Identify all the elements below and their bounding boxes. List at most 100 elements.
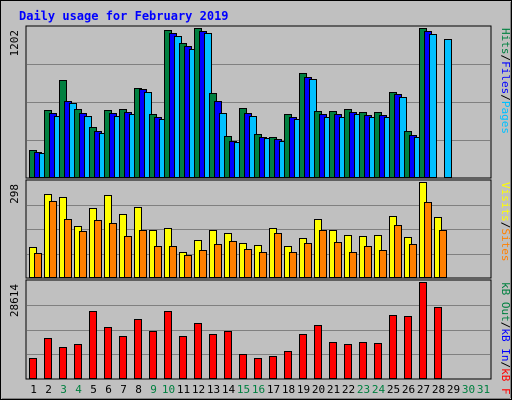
bar-sites-day-23	[364, 246, 372, 278]
x-tick-label: 2	[45, 383, 52, 396]
bar-kb-f-day-21	[329, 342, 337, 379]
x-tick-label: 21	[327, 383, 340, 396]
bar-sites-day-27	[424, 202, 432, 278]
bar-kb-f-day-9	[149, 331, 157, 379]
bar-sites-day-18	[289, 252, 297, 278]
bar-sites-day-12	[199, 250, 207, 278]
bar-sites-day-25	[394, 225, 402, 278]
panel-max-label: 28614	[8, 284, 21, 317]
bar-sites-day-21	[334, 242, 342, 278]
x-tick-label: 12	[192, 383, 205, 396]
chart-title: Daily usage for February 2019	[19, 9, 229, 23]
x-tick-label: 17	[267, 383, 280, 396]
panel-max-label: 1202	[8, 30, 21, 57]
bar-sites-day-13	[214, 244, 222, 278]
bar-kb-f-day-22	[344, 344, 352, 379]
bar-kb-f-day-14	[224, 331, 232, 379]
legend-kb-out: kB Out	[499, 282, 512, 322]
bar-kb-f-day-1	[29, 358, 37, 379]
bar-kb-f-day-20	[314, 325, 322, 379]
x-tick-label: 16	[252, 383, 265, 396]
bar-sites-day-16	[259, 252, 267, 278]
bar-sites-day-2	[49, 201, 57, 278]
bar-sites-day-14	[229, 241, 237, 278]
x-tick-label: 9	[150, 383, 157, 396]
legend-separator: /	[499, 222, 512, 229]
bar-sites-day-10	[169, 246, 177, 278]
bar-pages-day-28	[444, 39, 452, 178]
bar-kb-f-day-26	[404, 316, 412, 379]
x-tick-label: 18	[282, 383, 295, 396]
bar-kb-f-day-12	[194, 323, 202, 379]
bar-kb-f-day-18	[284, 351, 292, 379]
x-tick-label: 23	[357, 383, 370, 396]
bar-kb-f-day-19	[299, 334, 307, 379]
panel-visits-sites: 298 Visits/Sites	[8, 179, 512, 279]
legend-files: Files	[499, 61, 512, 94]
x-tick-label: 29	[447, 383, 460, 396]
bar-kb-f-day-24	[374, 343, 382, 379]
bar-kb-f-day-10	[164, 311, 172, 379]
bar-sites-day-1	[34, 253, 42, 278]
bar-kb-f-day-28	[434, 307, 442, 379]
panel-background	[25, 279, 492, 380]
x-tick-label: 28	[432, 383, 445, 396]
bar-pages-day-27	[429, 34, 437, 178]
x-tick-label: 14	[222, 383, 236, 396]
bar-sites-day-28	[439, 230, 447, 278]
bar-kb-f-day-7	[119, 336, 127, 379]
x-tick-label: 5	[90, 383, 97, 396]
x-tick-label: 13	[207, 383, 220, 396]
bar-sites-day-17	[274, 233, 282, 278]
x-tick-label: 7	[120, 383, 127, 396]
bar-kb-f-day-15	[239, 354, 247, 379]
bar-sites-day-4	[79, 231, 87, 278]
bar-kb-f-day-4	[74, 344, 82, 379]
bar-sites-day-20	[319, 230, 327, 278]
legend-separator: /	[499, 322, 512, 329]
x-tick-label: 30	[462, 383, 475, 396]
bar-kb-f-day-11	[179, 336, 187, 379]
x-tick-label: 26	[402, 383, 415, 396]
legend-hits: Hits	[499, 28, 512, 55]
x-tick-label: 22	[342, 383, 355, 396]
x-tick-label: 8	[135, 383, 142, 396]
legend-separator: /	[499, 94, 512, 101]
x-tick-label: 10	[162, 383, 175, 396]
bar-kb-f-day-17	[269, 356, 277, 379]
bar-sites-day-11	[184, 255, 192, 278]
legend-separator: /	[499, 55, 512, 62]
x-tick-label: 15	[237, 383, 250, 396]
panel-legend: Visits/Sites	[499, 182, 512, 262]
x-tick-label: 24	[372, 383, 386, 396]
bar-kb-f-day-2	[44, 338, 52, 379]
x-tick-label: 6	[105, 383, 112, 396]
x-tick-label: 11	[177, 383, 190, 396]
bar-sites-day-7	[124, 236, 132, 278]
bar-sites-day-9	[154, 246, 162, 278]
legend-separator: /	[499, 362, 512, 369]
panel-max-label: 298	[8, 184, 21, 204]
legend-kb-f: kB F	[499, 368, 512, 395]
x-tick-label: 20	[312, 383, 325, 396]
bar-sites-day-8	[139, 230, 147, 278]
bar-sites-day-26	[409, 244, 417, 278]
legend-kb-in: kB In	[499, 328, 512, 361]
bar-kb-f-day-25	[389, 315, 397, 379]
x-tick-label: 3	[60, 383, 67, 396]
x-tick-label: 1	[30, 383, 37, 396]
bar-kb-f-day-6	[104, 327, 112, 379]
x-axis-tick-labels: 1 2 3 4 5 6 7 8 9 10 11 12 13 14 15 16 17 18 19 20 21 22 23 24 2…	[30, 383, 490, 396]
panel-hits-files-pages: 1202 Hits/Files/Pages	[8, 25, 512, 179]
x-tick-label: 31	[477, 383, 490, 396]
bar-sites-day-6	[109, 223, 117, 278]
bar-sites-day-5	[94, 220, 102, 278]
x-tick-label: 19	[297, 383, 310, 396]
bar-kb-f-day-27	[419, 282, 427, 379]
bar-kb-f-day-16	[254, 358, 262, 379]
bar-kb-f-day-8	[134, 319, 142, 379]
bar-kb-f-day-3	[59, 347, 67, 379]
bar-sites-day-15	[244, 249, 252, 278]
